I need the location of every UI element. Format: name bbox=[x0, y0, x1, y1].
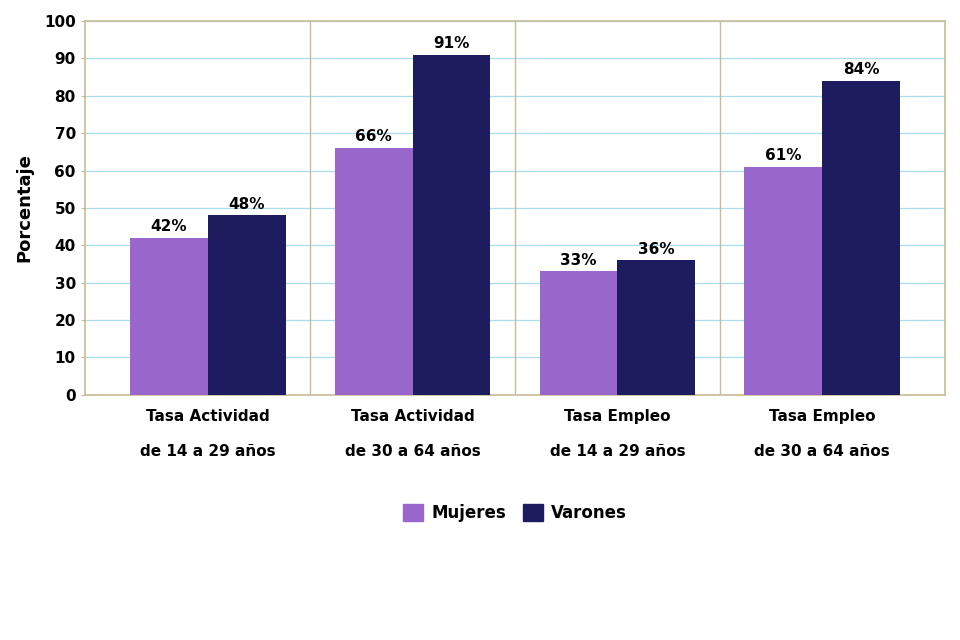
Text: 66%: 66% bbox=[355, 129, 392, 145]
Bar bbox=[540, 271, 617, 395]
Y-axis label: Porcentaje: Porcentaje bbox=[15, 154, 33, 262]
Legend: Mujeres, Varones: Mujeres, Varones bbox=[396, 497, 634, 529]
Text: 84%: 84% bbox=[843, 62, 879, 77]
Bar bbox=[744, 167, 822, 395]
Bar bbox=[413, 54, 491, 395]
Bar bbox=[207, 216, 285, 395]
Text: 36%: 36% bbox=[638, 241, 675, 257]
Text: 61%: 61% bbox=[765, 148, 802, 163]
Bar bbox=[335, 148, 413, 395]
Text: 91%: 91% bbox=[433, 36, 469, 51]
Bar bbox=[130, 238, 207, 395]
Text: 33%: 33% bbox=[561, 253, 597, 268]
Text: 42%: 42% bbox=[151, 219, 187, 234]
Text: 48%: 48% bbox=[228, 196, 265, 212]
Bar bbox=[617, 260, 695, 395]
Bar bbox=[822, 81, 900, 395]
